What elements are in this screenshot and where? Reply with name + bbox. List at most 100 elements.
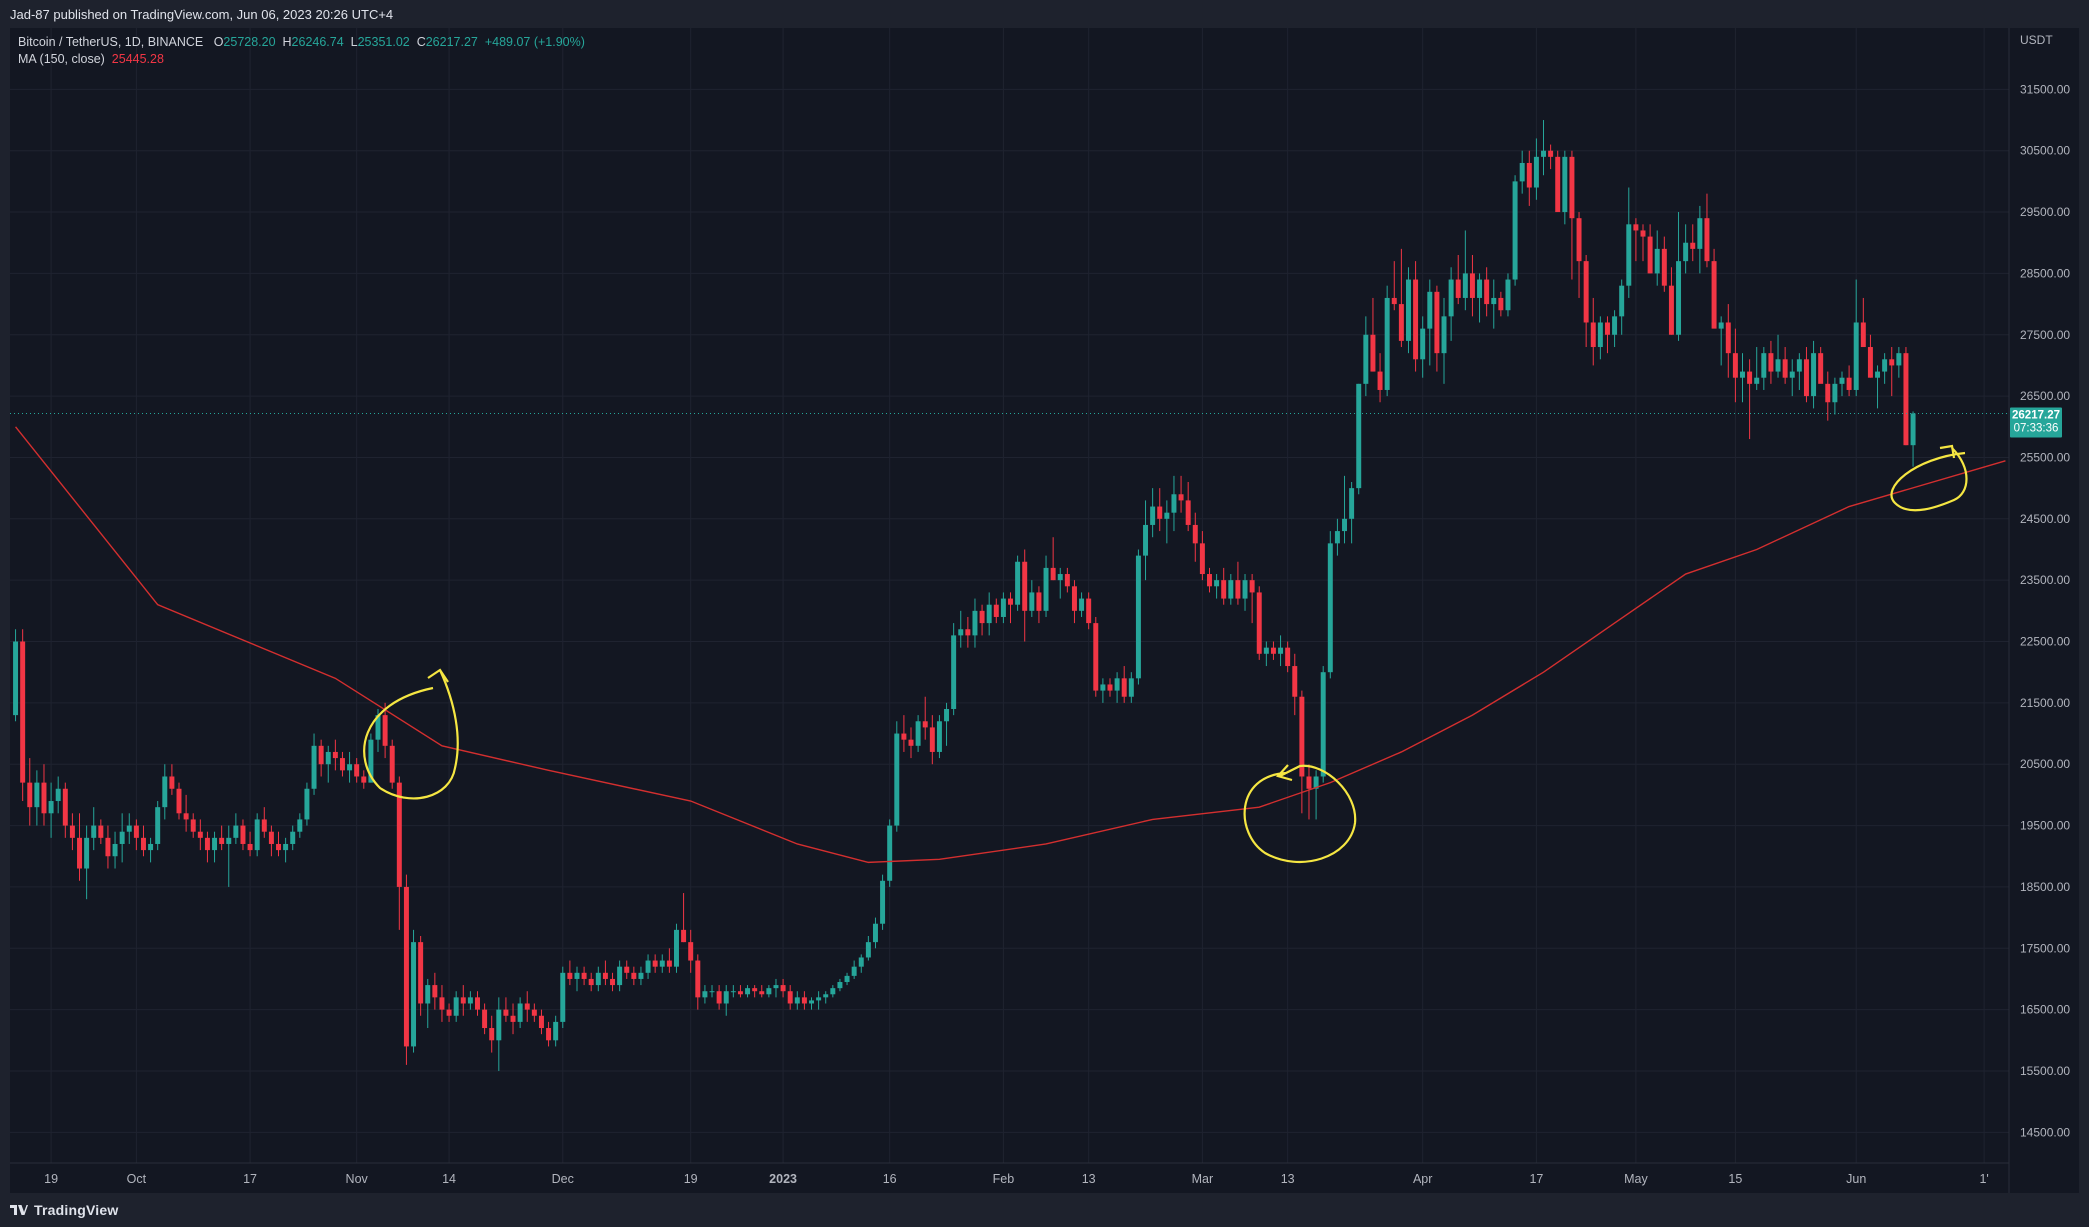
candle [1356,383,1362,495]
candle [1896,347,1902,378]
price-tick-label: 16500.00 [2020,1003,2070,1017]
candle [1875,365,1881,409]
candle-body [1349,488,1355,519]
candle-body [375,715,381,740]
candle [1235,561,1241,605]
price-tick-label: 28500.00 [2020,266,2070,280]
candle [1505,273,1511,317]
candle-body [993,604,999,617]
legend-low-value: 25351.02 [357,35,410,49]
candle [1775,334,1781,378]
annotation-arrow-nov [427,668,449,683]
candle [1526,150,1532,206]
candle-body [283,843,289,851]
candle-body [332,751,338,759]
candle [1683,224,1689,274]
candle-body [247,843,253,851]
candle [347,751,353,783]
candle [69,813,75,851]
candle [929,715,935,765]
candle-body [1548,150,1554,157]
candle-body [524,1003,530,1010]
bar-countdown: 07:33:36 [2014,422,2059,434]
candle-body [1313,776,1319,789]
candle [1604,316,1610,354]
chart-area[interactable]: USDT 31500.00 30500.00 29500.00 28500.00 275… [10,28,2079,1193]
candle-body [48,801,54,814]
candle-body [77,837,83,869]
candle-body [1448,279,1454,317]
legend-low-label: L [350,35,358,49]
candle-body [1761,353,1767,378]
candle-body [226,837,232,844]
candle [695,954,701,1010]
candle [169,764,175,795]
candle-body [1356,383,1362,489]
candle-body [894,733,900,826]
candle-body [1903,353,1909,446]
tradingview-brand[interactable]: TradingView [10,1202,118,1218]
price-tick-label: 29500.00 [2020,205,2070,219]
candle [958,610,964,648]
candle [1789,359,1795,397]
candle-body [55,788,61,802]
candle-body [34,782,40,808]
candle-body [1612,316,1618,335]
candle-body [1519,162,1525,182]
candle [91,807,97,851]
chart-legend: Bitcoin / TetherUS, 1D, BINANCE O25728.2… [18,34,585,68]
candle-body [1292,666,1298,697]
candle [1107,678,1113,697]
time-tick-label: Nov [346,1172,369,1186]
candle [624,960,630,979]
candle [1214,574,1220,599]
candle-body [1832,383,1838,403]
candle-body [1057,574,1063,581]
price-tick-label: 20500.00 [2020,757,2070,771]
candlestick-chart[interactable]: USDT 31500.00 30500.00 29500.00 28500.00 275… [10,28,2079,1193]
time-tick-label: 17 [1529,1172,1543,1186]
candle [737,985,743,998]
candle-body [1334,531,1340,544]
candle-body [1491,297,1497,305]
candle-body [1477,279,1483,298]
candle [1860,297,1866,348]
candle [1100,678,1106,703]
candle [1256,586,1262,660]
candle [780,978,786,998]
candle [801,991,807,1010]
candle [524,991,530,1022]
candle-body [140,837,146,851]
candles [13,120,1916,1071]
candle-body [27,782,33,808]
candle-body [411,942,417,1047]
candle [219,825,225,851]
candle-body [1420,328,1426,360]
candle [1008,592,1013,624]
footer: TradingView [0,1193,2089,1227]
candle-body [1555,156,1561,213]
candle-body [1597,322,1603,348]
candle [41,764,47,826]
time-tick-label: May [1624,1172,1648,1186]
candle-body [1782,359,1788,378]
candle-body [1008,598,1013,605]
candle-body [1825,383,1831,403]
candle-body [1214,580,1220,587]
candle [1576,212,1582,298]
legend-ma-label: MA (150, close) [18,52,105,66]
candle-body [709,991,715,993]
candle [880,874,886,930]
candle [531,1003,537,1022]
candle-body [105,837,111,857]
candle-body [702,991,708,998]
candle-body [261,819,267,832]
candle-body [1377,371,1383,390]
candle [666,948,672,973]
candle [396,776,402,930]
candle-body [1775,359,1781,372]
candle [290,825,296,851]
candle [1491,279,1497,329]
candle [688,929,694,973]
candle [659,954,665,973]
